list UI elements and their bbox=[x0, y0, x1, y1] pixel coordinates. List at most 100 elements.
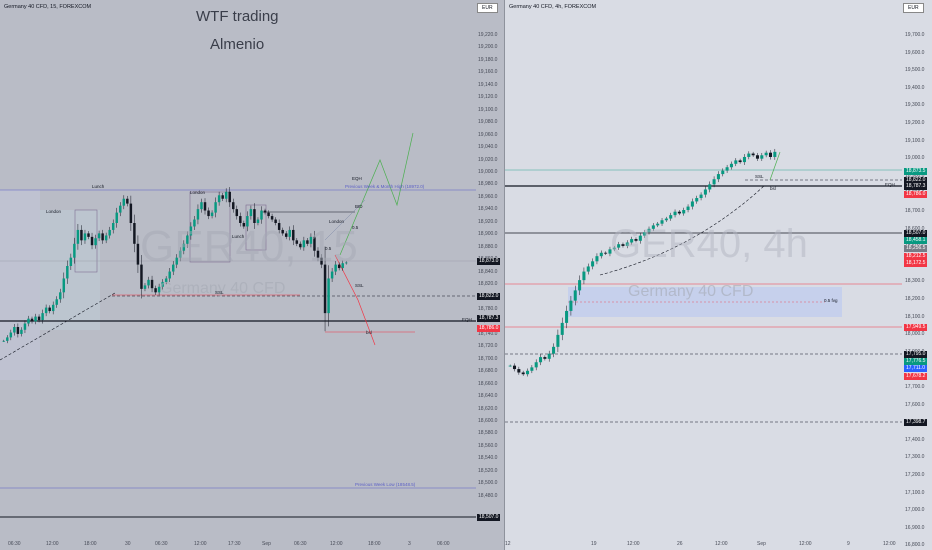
price-tick-label: 18,900.0 bbox=[905, 172, 925, 179]
price-label: 18,507.0 bbox=[477, 514, 501, 521]
candle bbox=[341, 263, 344, 269]
time-tick-label: 06:00 bbox=[437, 541, 450, 547]
symbol-watermark-sub: Germany 40 CFD bbox=[628, 283, 754, 300]
candle bbox=[136, 243, 140, 265]
price-tick-label: 18,920.0 bbox=[478, 218, 498, 225]
candle bbox=[595, 256, 599, 262]
candle bbox=[260, 210, 263, 220]
left-currency-button[interactable]: EUR bbox=[477, 3, 498, 13]
price-tick-label: 19,500.0 bbox=[905, 67, 925, 74]
right-currency-button[interactable]: EUR bbox=[903, 3, 924, 13]
candle bbox=[224, 191, 228, 199]
time-tick-label: 06:30 bbox=[155, 541, 168, 547]
candle bbox=[193, 219, 196, 227]
candle bbox=[97, 233, 101, 239]
left-chart-title: Germany 40 CFD, 15, FOREXCOM bbox=[4, 4, 92, 10]
candle bbox=[171, 264, 175, 272]
annotation-lunch: Lunch bbox=[232, 234, 245, 239]
candle bbox=[129, 203, 133, 223]
price-tick-label: 19,040.0 bbox=[478, 144, 498, 151]
left-chart-canvas[interactable] bbox=[0, 0, 504, 550]
price-tick-label: 18,880.0 bbox=[478, 243, 498, 250]
candle bbox=[539, 357, 543, 363]
time-tick-label: 12:00 bbox=[799, 541, 812, 547]
price-tick-label: 18,640.0 bbox=[478, 393, 498, 400]
annotation-ssl: SSL bbox=[355, 283, 364, 288]
price-tick-label: 19,100.0 bbox=[478, 106, 498, 113]
candle bbox=[189, 226, 193, 236]
candle bbox=[147, 279, 150, 286]
price-tick-label: 18,200.0 bbox=[905, 296, 925, 302]
price-tick-label: 18,100.0 bbox=[905, 313, 925, 320]
price-label: 18,786.0 bbox=[904, 191, 928, 198]
candle bbox=[179, 250, 182, 258]
candle bbox=[526, 370, 530, 375]
price-tick-label: 19,080.0 bbox=[478, 119, 498, 126]
price-label: 18,172.5 bbox=[904, 260, 928, 267]
bullish-projection bbox=[769, 151, 781, 181]
candle bbox=[742, 156, 746, 163]
left-candles bbox=[2, 187, 348, 344]
time-tick-label: 12:00 bbox=[46, 541, 59, 547]
candle bbox=[578, 280, 582, 291]
candle bbox=[267, 212, 270, 217]
right-chart-panel[interactable]: Germany 40 CFD, 4h, FOREXCOM EUR GER40, … bbox=[505, 0, 932, 550]
candle bbox=[119, 205, 122, 213]
price-tick-label: 19,000.0 bbox=[478, 168, 498, 175]
candle bbox=[6, 337, 9, 341]
annotation-lunch: Lunch bbox=[92, 184, 105, 189]
price-label: 18,458.1 bbox=[904, 237, 928, 244]
session-box bbox=[245, 204, 267, 251]
candle bbox=[87, 233, 90, 237]
candle bbox=[284, 233, 288, 237]
candle bbox=[586, 266, 590, 272]
price-tick-label: 19,140.0 bbox=[478, 81, 498, 88]
annotation-eqh: EQH bbox=[352, 176, 362, 181]
price-tick-label: 17,100.0 bbox=[905, 489, 925, 496]
price-tick-label: 16,800.0 bbox=[905, 542, 925, 549]
candle bbox=[27, 318, 30, 324]
price-tick-label: 19,180.0 bbox=[478, 56, 498, 63]
price-tick-label: 18,660.0 bbox=[478, 380, 498, 387]
candle bbox=[80, 229, 83, 241]
annotation-london: London bbox=[46, 209, 62, 214]
candle bbox=[299, 243, 302, 248]
candle bbox=[277, 223, 281, 230]
price-tick-label: 18,540.0 bbox=[478, 455, 498, 462]
candle bbox=[37, 316, 41, 321]
price-label: 18,822.0 bbox=[904, 177, 928, 184]
candle bbox=[196, 209, 200, 220]
price-tick-label: 19,020.0 bbox=[478, 156, 498, 163]
candle bbox=[530, 367, 534, 371]
right-chart-canvas[interactable] bbox=[505, 0, 932, 550]
price-label: 17,795.0 bbox=[904, 351, 928, 358]
price-tick-label: 18,980.0 bbox=[478, 181, 498, 188]
candle bbox=[256, 219, 260, 223]
left-chart-panel[interactable]: Germany 40 CFD, 15, FOREXCOM EUR WTF tra… bbox=[0, 0, 505, 550]
price-tick-label: 18,520.0 bbox=[478, 467, 498, 474]
candle bbox=[721, 170, 725, 175]
price-tick-label: 18,300.0 bbox=[905, 278, 925, 285]
candle bbox=[302, 240, 306, 248]
price-tick-label: 18,900.0 bbox=[478, 231, 498, 238]
annotation-bid: BID bbox=[355, 204, 363, 209]
annotation-eqh: EQH bbox=[462, 317, 472, 322]
candle bbox=[168, 271, 171, 279]
price-tick-label: 18,680.0 bbox=[478, 368, 498, 375]
candle bbox=[656, 223, 660, 226]
annotation-bsl: bsl bbox=[366, 330, 372, 335]
candle bbox=[62, 278, 66, 293]
candle bbox=[690, 201, 694, 207]
price-tick-label: 18,600.0 bbox=[478, 417, 498, 424]
price-label: 17,776.5 bbox=[904, 358, 928, 365]
trendline bbox=[0, 292, 116, 361]
candle bbox=[217, 195, 221, 203]
price-tick-label: 18,600.0 bbox=[905, 225, 925, 232]
right-chart-title: Germany 40 CFD, 4h, FOREXCOM bbox=[509, 4, 597, 10]
candle bbox=[638, 235, 642, 241]
symbol-watermark: GER40, 15 bbox=[140, 222, 358, 271]
candle bbox=[59, 292, 62, 300]
price-tick-label: 18,840.0 bbox=[478, 268, 498, 275]
annotation-london: London bbox=[190, 190, 206, 195]
candle bbox=[738, 160, 742, 163]
